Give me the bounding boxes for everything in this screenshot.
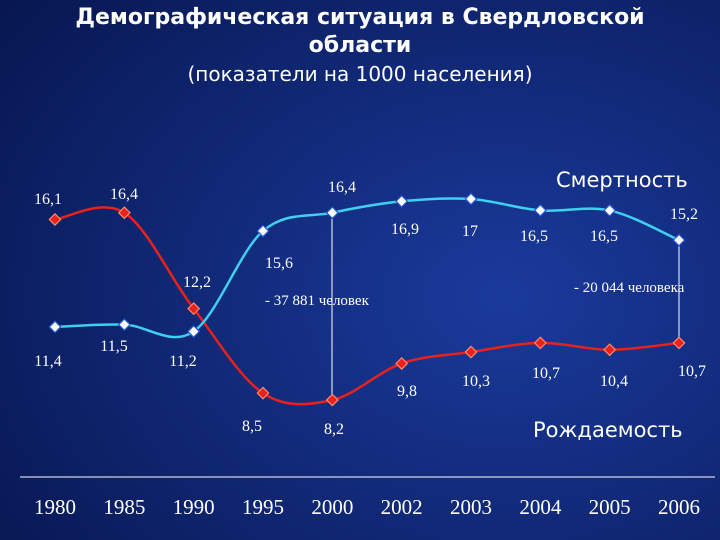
point-marker (603, 203, 617, 217)
point-marker (464, 192, 478, 206)
point-marker (325, 206, 339, 220)
point-marker (533, 336, 547, 350)
value-label: 15,2 (670, 206, 698, 223)
chart-subtitle: (показатели на 1000 населения) (187, 62, 533, 86)
series-line (54, 206, 680, 406)
value-label: 9,8 (397, 383, 417, 400)
value-label: 11,5 (100, 338, 127, 355)
series-label: Рождаемость (533, 418, 683, 442)
x-tick-label: 1985 (103, 495, 145, 519)
point-marker (533, 203, 547, 217)
x-tick-label: 2000 (311, 495, 353, 519)
annotation: - 37 881 человек (265, 293, 370, 309)
value-label: 16,4 (328, 179, 356, 196)
point-marker (256, 224, 270, 238)
x-tick-label: 2004 (519, 495, 562, 519)
point-marker (672, 336, 686, 350)
value-label: 10,4 (600, 373, 628, 390)
point-marker (48, 320, 62, 334)
value-label: 8,2 (324, 421, 344, 438)
point-marker (48, 213, 62, 227)
series-label: Смертность (556, 168, 688, 192)
point-marker (187, 302, 201, 316)
value-label: 11,4 (34, 353, 61, 370)
value-label: 16,5 (520, 228, 548, 245)
value-label: 12,2 (183, 274, 211, 291)
value-label: 10,7 (532, 365, 560, 382)
point-marker (256, 386, 270, 400)
chart-title: Демографическая ситуация в Свердловской … (75, 5, 645, 58)
value-label: 10,7 (678, 363, 706, 380)
x-tick-label: 2002 (381, 495, 423, 519)
series-line (54, 197, 680, 339)
value-label: 11,2 (169, 353, 196, 370)
value-label: 15,6 (265, 255, 293, 272)
point-marker (395, 194, 409, 208)
point-marker (187, 324, 201, 338)
point-marker (672, 233, 686, 247)
value-label: 16,5 (590, 228, 618, 245)
x-tick-label: 1990 (173, 495, 215, 519)
point-marker (117, 318, 131, 332)
point-marker (325, 393, 339, 407)
x-tick-label: 2003 (450, 495, 492, 519)
value-label: 16,1 (34, 191, 62, 208)
x-tick-label: 1995 (242, 495, 284, 519)
value-label: 10,3 (462, 373, 490, 390)
title-box: Демографическая ситуация в Свердловской … (75, 5, 645, 86)
point-marker (464, 345, 478, 359)
x-tick-label: 2005 (589, 495, 631, 519)
value-label: 16,4 (110, 186, 138, 203)
x-tick-label: 1980 (34, 495, 76, 519)
annotation: - 20 044 человека (574, 280, 685, 296)
value-label: 16,9 (391, 221, 419, 238)
value-label: 17 (462, 223, 478, 240)
value-label: 8,5 (242, 418, 262, 435)
point-marker (117, 206, 131, 220)
point-marker (395, 356, 409, 370)
x-tick-label: 2006 (658, 495, 700, 519)
point-marker (603, 343, 617, 357)
